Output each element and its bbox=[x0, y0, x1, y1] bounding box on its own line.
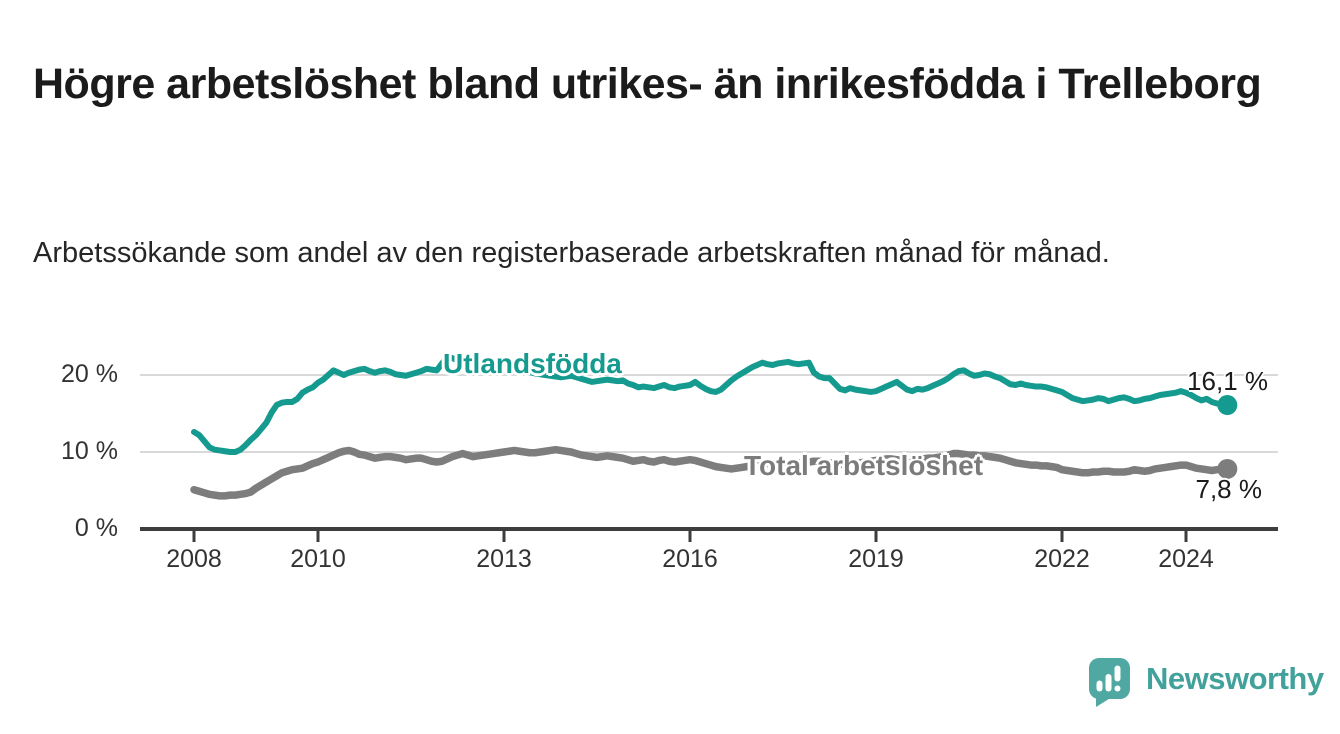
series-end-dot bbox=[1217, 395, 1238, 416]
newsworthy-logo-text: Newsworthy bbox=[1146, 661, 1324, 696]
value-label-total-arbetsloshet: 7,8 % bbox=[1195, 474, 1263, 504]
chart-canvas bbox=[140, 354, 1278, 542]
newsworthy-logo-icon bbox=[1089, 658, 1130, 707]
series-line bbox=[190, 445, 1232, 500]
y-tick-label: 20 % bbox=[61, 360, 118, 388]
series-label-total-arbetsloshet: Total arbetslöshet bbox=[744, 450, 984, 481]
x-tick-label: 2022 bbox=[1034, 545, 1090, 573]
newsworthy-logo: Newsworthy bbox=[1086, 656, 1324, 708]
x-tick-label: 2024 bbox=[1158, 545, 1214, 573]
y-tick-label: 0 % bbox=[74, 514, 118, 542]
line-chart: 0 % 10 % 20 % 2008 2010 2013 2016 2019 2022 2024 bbox=[0, 300, 1340, 600]
series-label-utlandsfodda: Utlandsfödda bbox=[443, 348, 622, 379]
x-tick-label: 2019 bbox=[848, 545, 904, 573]
series-line bbox=[191, 354, 1231, 455]
x-tick-label: 2008 bbox=[166, 545, 222, 573]
chart-title: Högre arbetslöshet bland utrikes- än inr… bbox=[33, 59, 1262, 108]
x-tick-label: 2016 bbox=[662, 545, 718, 573]
value-label-utlandsfodda: 16,1 % bbox=[1187, 366, 1268, 396]
chart-subtitle: Arbetssökande som andel av den registerb… bbox=[33, 237, 1110, 269]
series-end-dot bbox=[1217, 458, 1238, 479]
y-tick-label: 10 % bbox=[61, 437, 118, 465]
x-tick-label: 2013 bbox=[476, 545, 532, 573]
x-tick-label: 2010 bbox=[290, 545, 346, 573]
